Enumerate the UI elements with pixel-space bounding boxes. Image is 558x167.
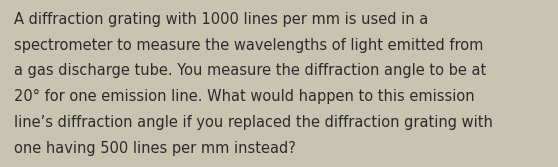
Text: a gas discharge tube. You measure the diffraction angle to be at: a gas discharge tube. You measure the di… [14, 63, 486, 78]
Text: A diffraction grating with 1000 lines per mm is used in a: A diffraction grating with 1000 lines pe… [14, 12, 428, 27]
Text: line’s diffraction angle if you replaced the diffraction grating with: line’s diffraction angle if you replaced… [14, 115, 493, 130]
Text: one having 500 lines per mm instead?: one having 500 lines per mm instead? [14, 141, 296, 156]
Text: spectrometer to measure the wavelengths of light emitted from: spectrometer to measure the wavelengths … [14, 38, 483, 53]
Text: 20° for one emission line. What would happen to this emission: 20° for one emission line. What would ha… [14, 89, 474, 104]
